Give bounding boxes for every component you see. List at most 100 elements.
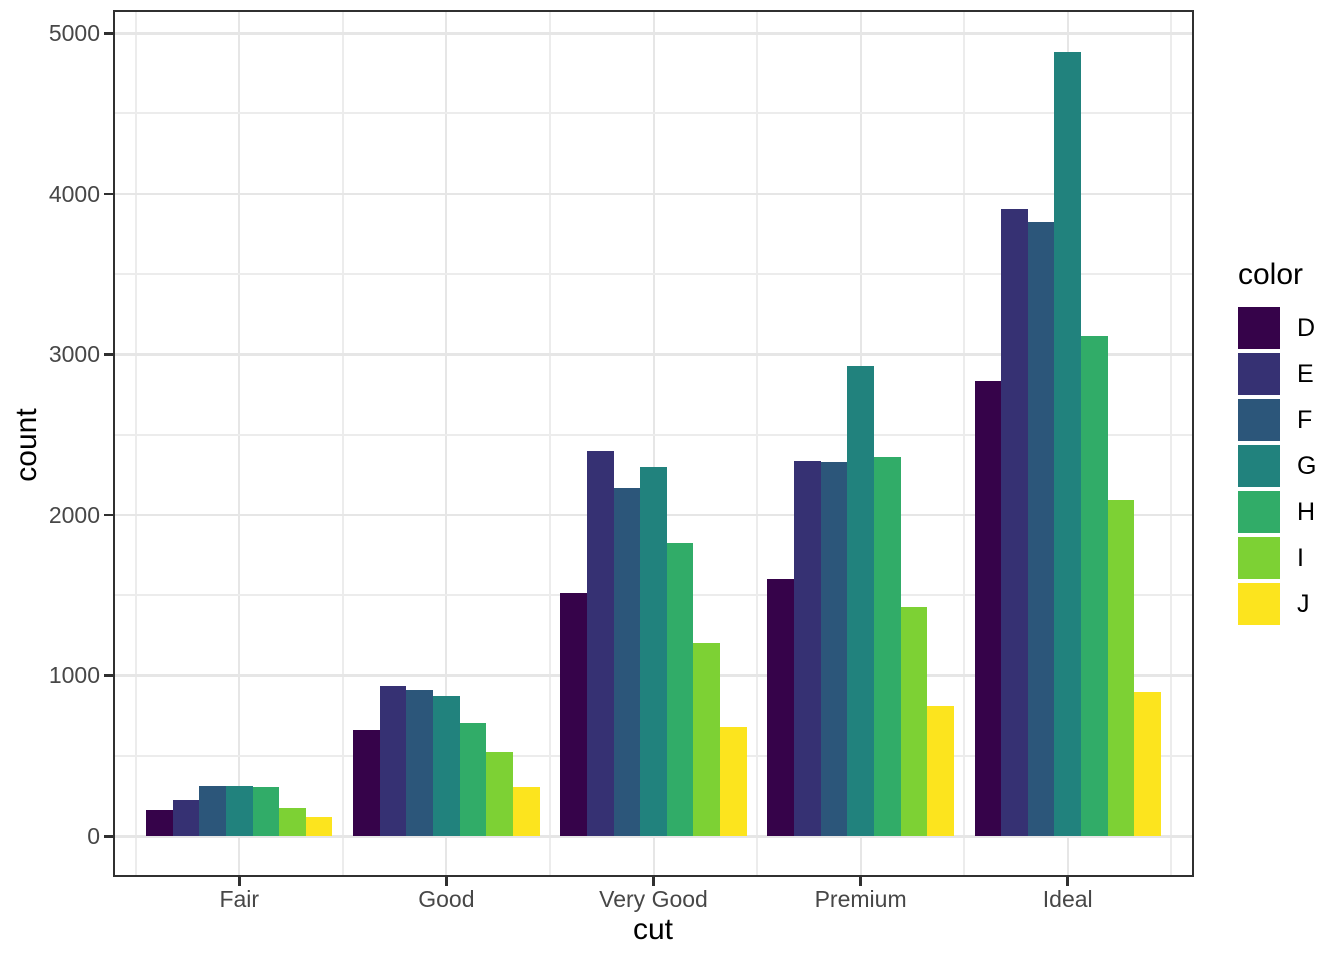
y-tick-3000: [104, 353, 113, 356]
y-tick-label-3000: 3000: [48, 341, 100, 368]
bar-fair-g: [226, 785, 253, 836]
bar-premium-d: [767, 578, 794, 836]
x-tick-label-fair: Fair: [219, 886, 260, 912]
bar-premium-e: [794, 460, 821, 836]
legend-swatch-h: [1238, 491, 1280, 533]
bar-ideal-i: [1108, 499, 1134, 836]
gridline-x-minor-0.5: [134, 12, 137, 875]
legend-swatch-j: [1238, 583, 1280, 625]
bar-ideal-j: [1134, 692, 1161, 836]
legend-swatch-f: [1238, 399, 1280, 441]
bar-fair-h: [253, 787, 279, 836]
gridline-x-major-good: [445, 12, 448, 875]
bar-premium-i: [901, 606, 927, 836]
x-tick-premium: [859, 877, 862, 886]
y-axis-title: count: [10, 408, 43, 482]
x-axis-title: cut: [632, 913, 674, 946]
gridline-y-major-0: [115, 835, 1192, 838]
bar-very-good-f: [614, 488, 640, 836]
x-tick-label-premium: Premium: [814, 886, 907, 912]
gridline-x-major-fair: [238, 12, 241, 875]
x-tick-ideal: [1066, 877, 1069, 886]
legend-item-d: D: [1238, 307, 1344, 349]
bar-good-e: [380, 686, 406, 836]
bar-very-good-d: [560, 593, 587, 836]
y-tick-label-5000: 5000: [48, 20, 100, 46]
y-tick-5000: [104, 32, 113, 35]
gridline-x-minor-1.5: [341, 12, 344, 875]
x-tick-label-ideal: Ideal: [1042, 886, 1093, 912]
bar-good-i: [486, 752, 513, 836]
legend-label-d: D: [1297, 314, 1316, 342]
y-tick-2000: [104, 513, 113, 517]
bar-fair-d: [146, 809, 173, 836]
bar-fair-f: [199, 785, 226, 836]
legend-item-i: I: [1238, 537, 1344, 579]
bar-fair-i: [279, 807, 306, 836]
gridline-x-minor-4.5: [963, 12, 966, 875]
bar-good-j: [513, 786, 540, 836]
bar-ideal-d: [975, 380, 1001, 836]
bar-very-good-j: [720, 727, 747, 836]
gridline-y-major-5000: [115, 32, 1192, 35]
legend-swatch-i: [1238, 537, 1280, 579]
legend-title: color: [1238, 258, 1304, 291]
bar-good-f: [406, 690, 433, 836]
y-tick-label-0: 0: [87, 823, 100, 849]
x-tick-very-good: [652, 877, 655, 886]
gridline-x-minor-3.5: [756, 12, 759, 875]
legend-label-g: G: [1297, 452, 1317, 480]
legend-label-j: J: [1297, 590, 1310, 618]
gridline-y-minor-4500: [115, 112, 1192, 115]
legend-label-i: I: [1297, 544, 1304, 572]
bar-ideal-h: [1081, 335, 1108, 836]
bar-very-good-g: [640, 466, 667, 836]
bar-fair-e: [173, 800, 199, 836]
bars-layer: [115, 12, 1192, 875]
bar-good-g: [433, 696, 460, 836]
legend-label-e: E: [1297, 360, 1314, 388]
gridline-y-major-3000: [115, 353, 1192, 356]
y-tick-label-1000: 1000: [48, 662, 100, 689]
legend-item-e: E: [1238, 353, 1344, 395]
legend-swatch-e: [1238, 353, 1280, 395]
y-tick-label-4000: 4000: [48, 180, 100, 207]
y-tick-label-2000: 2000: [48, 501, 100, 528]
y-tick-4000: [104, 192, 113, 196]
legend-label-h: H: [1297, 498, 1316, 526]
legend-item-h: H: [1238, 491, 1344, 533]
legend-swatch-g: [1238, 445, 1280, 487]
legend-item-g: G: [1238, 445, 1344, 487]
bar-very-good-i: [693, 642, 720, 836]
x-tick-label-very-good: Very Good: [599, 886, 708, 912]
gridline-y-major-4000: [115, 192, 1192, 196]
x-tick-good: [445, 877, 448, 886]
gridline-x-major-very-good: [652, 12, 655, 875]
bar-ideal-g: [1054, 51, 1081, 836]
y-tick-1000: [104, 674, 113, 677]
bar-very-good-h: [667, 543, 693, 836]
bar-fair-j: [306, 816, 332, 836]
bar-premium-g: [847, 366, 874, 836]
x-tick-fair: [238, 877, 241, 886]
x-tick-label-good: Good: [418, 886, 475, 912]
bar-good-d: [353, 729, 380, 836]
bar-premium-f: [821, 461, 847, 836]
gridline-x-minor-5.5: [1170, 12, 1173, 875]
legend-item-j: J: [1238, 583, 1344, 625]
bar-ideal-e: [1001, 209, 1028, 836]
gridline-y-minor-2500: [115, 433, 1192, 436]
gridline-y-minor-3500: [115, 272, 1192, 275]
legend-item-f: F: [1238, 399, 1344, 441]
bar-ideal-f: [1028, 221, 1054, 836]
plot-panel: [113, 10, 1194, 877]
legend-swatch-d: [1238, 307, 1280, 349]
y-tick-0: [104, 835, 113, 838]
bar-premium-h: [874, 456, 901, 836]
bar-good-h: [460, 723, 486, 836]
gridline-x-minor-2.5: [548, 12, 551, 875]
bar-premium-j: [927, 706, 954, 836]
bar-very-good-e: [587, 450, 614, 836]
legend-label-f: F: [1297, 406, 1313, 434]
